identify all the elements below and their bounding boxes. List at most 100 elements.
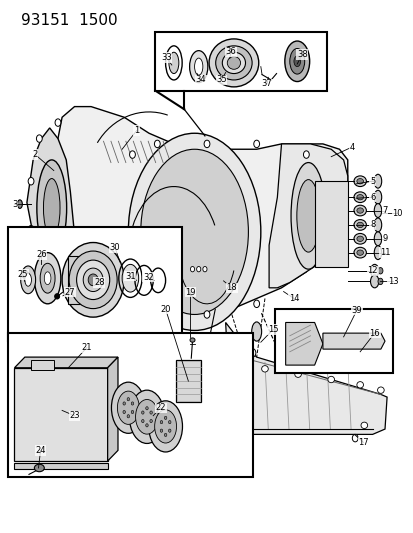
Text: 33: 33 <box>161 53 171 62</box>
Ellipse shape <box>43 179 60 237</box>
Text: 32: 32 <box>142 273 153 281</box>
Ellipse shape <box>141 411 144 414</box>
Ellipse shape <box>34 253 61 304</box>
Text: 35: 35 <box>216 76 226 84</box>
Polygon shape <box>322 333 384 349</box>
Ellipse shape <box>59 276 65 284</box>
Ellipse shape <box>40 263 55 293</box>
Ellipse shape <box>154 410 176 443</box>
Text: 14: 14 <box>288 294 299 303</box>
Ellipse shape <box>360 422 367 429</box>
Text: 34: 34 <box>195 76 206 84</box>
Text: 18: 18 <box>226 284 237 292</box>
Ellipse shape <box>88 274 98 286</box>
Text: 17: 17 <box>357 438 368 447</box>
Polygon shape <box>107 357 118 461</box>
Text: 19: 19 <box>185 288 195 296</box>
Text: 93151  1500: 93151 1500 <box>21 13 117 28</box>
Ellipse shape <box>131 410 133 414</box>
Ellipse shape <box>234 422 241 429</box>
Text: 3: 3 <box>12 200 17 208</box>
Ellipse shape <box>76 260 109 300</box>
Ellipse shape <box>215 46 252 80</box>
Ellipse shape <box>204 311 209 318</box>
Text: 30: 30 <box>109 244 120 252</box>
Polygon shape <box>268 144 347 288</box>
Ellipse shape <box>117 391 139 424</box>
Text: 27: 27 <box>64 288 75 296</box>
Text: 9: 9 <box>382 235 387 243</box>
Ellipse shape <box>373 190 381 204</box>
Ellipse shape <box>356 222 363 228</box>
Ellipse shape <box>62 243 124 317</box>
Polygon shape <box>285 322 322 365</box>
Ellipse shape <box>150 411 152 414</box>
Ellipse shape <box>164 433 166 437</box>
Ellipse shape <box>227 56 240 69</box>
Ellipse shape <box>351 434 357 442</box>
Ellipse shape <box>44 272 51 285</box>
Ellipse shape <box>377 268 382 274</box>
Bar <box>275 309 392 373</box>
Text: 26: 26 <box>36 251 47 259</box>
Polygon shape <box>27 128 74 288</box>
Ellipse shape <box>234 360 241 367</box>
Text: 13: 13 <box>387 277 398 286</box>
Ellipse shape <box>25 273 31 286</box>
Ellipse shape <box>148 401 182 452</box>
Text: 31: 31 <box>125 272 135 280</box>
Text: 5: 5 <box>369 177 374 185</box>
Ellipse shape <box>353 176 366 187</box>
Bar <box>177 361 199 401</box>
Ellipse shape <box>353 192 366 203</box>
Ellipse shape <box>154 140 160 148</box>
Ellipse shape <box>353 247 366 258</box>
Text: 1: 1 <box>134 126 139 135</box>
Ellipse shape <box>294 371 301 377</box>
Ellipse shape <box>373 218 381 232</box>
Ellipse shape <box>69 251 117 309</box>
Bar <box>8 227 182 341</box>
Ellipse shape <box>123 410 125 414</box>
Ellipse shape <box>28 225 34 233</box>
Ellipse shape <box>356 250 363 255</box>
Ellipse shape <box>222 52 245 74</box>
Bar <box>176 360 200 402</box>
Ellipse shape <box>34 464 44 472</box>
Ellipse shape <box>21 271 29 278</box>
Text: 39: 39 <box>351 306 361 314</box>
Text: 38: 38 <box>296 50 307 59</box>
Text: 10: 10 <box>391 209 402 217</box>
Ellipse shape <box>251 322 261 341</box>
Ellipse shape <box>284 41 309 82</box>
Text: 22: 22 <box>155 403 166 412</box>
Text: 25: 25 <box>17 270 28 279</box>
Ellipse shape <box>373 174 381 188</box>
Ellipse shape <box>190 338 195 342</box>
Ellipse shape <box>154 300 160 308</box>
Text: 15: 15 <box>267 325 278 334</box>
Ellipse shape <box>123 402 125 405</box>
Text: 37: 37 <box>261 79 272 88</box>
Polygon shape <box>225 322 386 434</box>
Ellipse shape <box>370 275 378 288</box>
Bar <box>31 360 54 370</box>
Text: 23: 23 <box>69 411 80 420</box>
Ellipse shape <box>145 407 148 410</box>
Ellipse shape <box>111 382 145 433</box>
Ellipse shape <box>356 195 363 200</box>
Text: 28: 28 <box>94 278 104 287</box>
Text: 11: 11 <box>379 248 389 257</box>
Ellipse shape <box>140 149 248 314</box>
Ellipse shape <box>353 205 366 216</box>
Text: 12: 12 <box>366 266 377 275</box>
Ellipse shape <box>377 278 382 285</box>
Text: 6: 6 <box>369 193 374 201</box>
Ellipse shape <box>261 366 268 372</box>
Ellipse shape <box>370 264 378 277</box>
Ellipse shape <box>290 163 325 269</box>
Ellipse shape <box>377 387 383 393</box>
Ellipse shape <box>28 177 34 185</box>
Ellipse shape <box>253 140 259 148</box>
Text: 21: 21 <box>81 343 92 352</box>
